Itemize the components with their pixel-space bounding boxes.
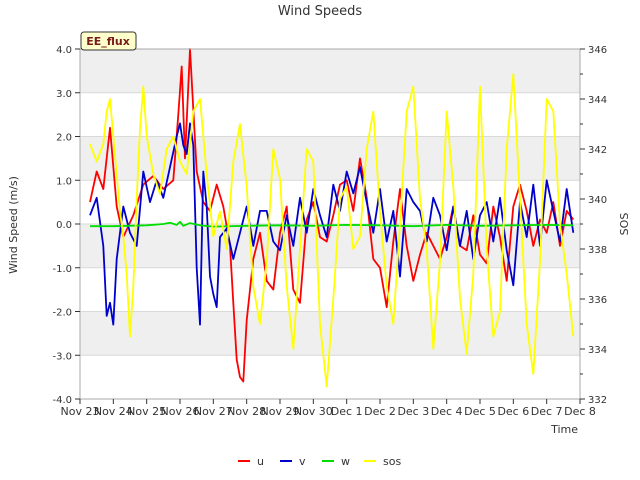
chart-title: Wind Speeds [278, 4, 363, 19]
ee-flux-badge: EE_flux [80, 31, 137, 51]
y-tick-label: -4.0 [52, 395, 72, 406]
series-line-w [90, 220, 574, 228]
legend-item-u: u [238, 455, 264, 468]
legend-label-w: w [341, 455, 350, 468]
y-tick-label: 3.0 [56, 89, 72, 100]
x-tick-label: Nov 24 [94, 405, 133, 418]
y-tick-label: -2.0 [52, 308, 72, 319]
series-layer [89, 48, 575, 388]
y2-tick-label: 340 [588, 195, 607, 206]
y2-tick-label: 342 [588, 145, 607, 156]
y-tick-label: 4.0 [56, 45, 72, 56]
legend-label-v: v [299, 455, 306, 468]
legend-item-w: w [322, 455, 350, 468]
x-tick-label: Dec 1 [331, 405, 363, 418]
legend-label-u: u [257, 455, 264, 468]
y2-tick-label: 334 [588, 345, 607, 356]
x-tick-label: Dec 6 [497, 405, 529, 418]
y2-tick-label: 344 [588, 95, 607, 106]
x-tick-label: Nov 28 [227, 405, 266, 418]
x-tick-label: Dec 8 [564, 405, 596, 418]
legend: u v w sos [238, 455, 401, 468]
y2-tick-label: 346 [588, 45, 607, 56]
y-tick-label: -1.0 [52, 264, 72, 275]
ee-flux-badge-label: EE_flux [86, 35, 130, 48]
y-tick-label: 1.0 [56, 176, 72, 187]
x-axis-label: Time [550, 423, 578, 436]
x-tick-label: Nov 27 [194, 405, 233, 418]
legend-item-v: v [280, 455, 306, 468]
legend-label-sos: sos [383, 455, 401, 468]
x-tick-label: Dec 7 [531, 405, 563, 418]
x-tick-label: Nov 29 [261, 405, 300, 418]
x-tick-label: Nov 23 [61, 405, 100, 418]
y2-tick-label: 336 [588, 295, 607, 306]
x-tick-label: Dec 2 [364, 405, 396, 418]
x-tick-label: Nov 26 [161, 405, 200, 418]
y2-tick-label: 332 [588, 395, 607, 406]
y2-axis-label: SOS [618, 213, 631, 236]
series-line-sos [89, 73, 575, 388]
y-tick-label: 2.0 [56, 133, 72, 144]
plot-band [80, 49, 580, 93]
legend-item-sos: sos [364, 455, 401, 468]
x-tick-label: Dec 3 [397, 405, 429, 418]
y-tick-label: 0.0 [56, 220, 72, 231]
y2-tick-label: 338 [588, 245, 607, 256]
series-line-v [89, 122, 575, 326]
x-tick-label: Dec 5 [464, 405, 496, 418]
y-axis-label: Wind Speed (m/s) [7, 176, 20, 274]
y-tick-label: -3.0 [52, 351, 72, 362]
x-tick-label: Dec 4 [431, 405, 463, 418]
x-tick-label: Nov 25 [127, 405, 166, 418]
x-tick-label: Nov 30 [294, 405, 333, 418]
